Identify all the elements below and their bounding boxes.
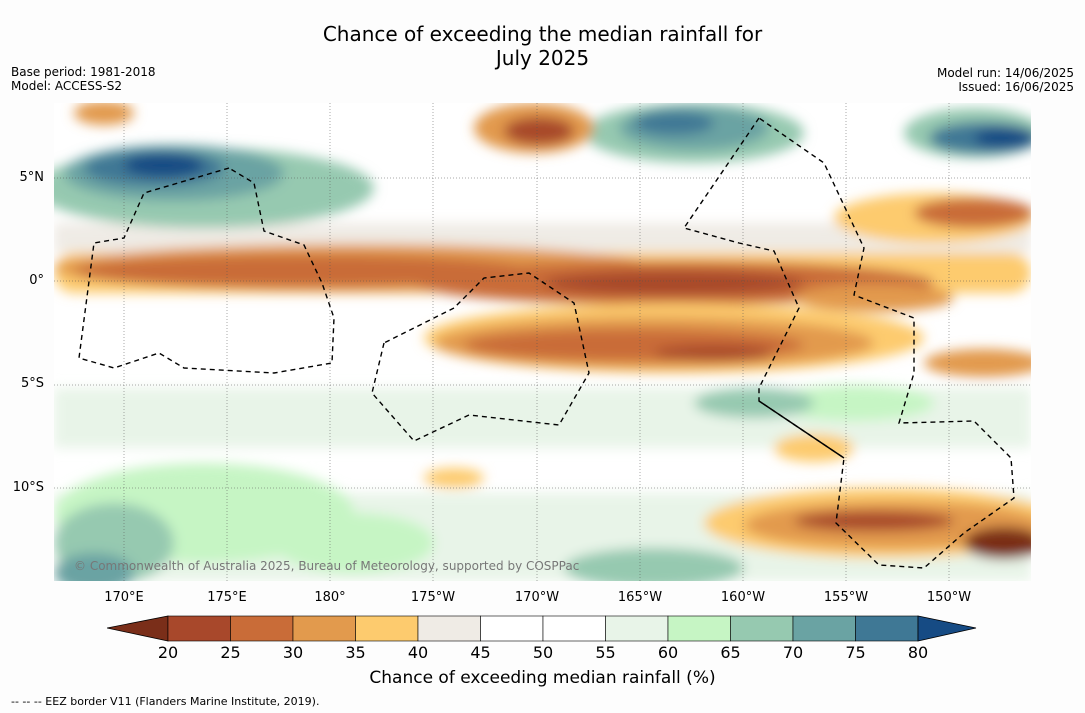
y-tick-label: 5°N	[19, 170, 45, 185]
rainfall-map	[54, 103, 1031, 581]
colorbar-tick-label: 75	[845, 643, 866, 662]
x-tick-label: 180°	[314, 590, 346, 605]
colorbar	[107, 615, 977, 642]
colorbar-segment	[730, 615, 794, 642]
issued-date: Issued: 16/06/2025	[958, 80, 1074, 94]
y-tick-label: 5°S	[20, 376, 44, 391]
meta-left: Base period: 1981-2018 Model: ACCESS-S2	[11, 65, 156, 93]
y-tick-label: 10°S	[12, 480, 44, 495]
x-tick-label: 170°W	[514, 590, 560, 605]
colorbar-segment	[167, 615, 231, 642]
boundary-line	[758, 400, 845, 459]
colorbar-tick-label: 80	[907, 643, 929, 662]
colorbar-tick-label: 35	[345, 643, 366, 662]
colorbar-tick-label: 40	[407, 643, 429, 662]
colorbar-tick-label: 30	[282, 643, 304, 662]
colorbar-segment	[355, 615, 419, 642]
colorbar-segment	[605, 615, 669, 642]
colorbar-tick-label: 55	[595, 643, 616, 662]
colorbar-tick-label: 70	[782, 643, 804, 662]
colorbar-tick-label: 65	[720, 643, 741, 662]
eez-borders	[78, 117, 1015, 569]
colorbar-tick-label: 50	[532, 643, 554, 662]
title-line-1: Chance of exceeding the median rainfall …	[322, 22, 763, 46]
graticule	[54, 103, 1031, 581]
x-tick-label: 175°E	[207, 590, 247, 605]
colorbar-segment	[230, 615, 294, 642]
colorbar-segment	[667, 615, 731, 642]
model-name: Model: ACCESS-S2	[11, 79, 123, 93]
copyright-notice: © Commonwealth of Australia 2025, Bureau…	[74, 559, 580, 573]
colorbar-tick-label: 45	[470, 643, 491, 662]
colorbar-segment	[417, 615, 481, 642]
x-tick-label: 150°W	[926, 590, 972, 605]
colorbar-segment	[292, 615, 356, 642]
eez-footnote: -- -- -- EEZ border V11 (Flanders Marine…	[11, 695, 320, 708]
map-canvas	[54, 103, 1031, 581]
x-tick-label: 155°W	[823, 590, 869, 605]
x-tick-label: 165°W	[617, 590, 663, 605]
colorbar-tick-label: 20	[157, 643, 179, 662]
colorbar-extend-low	[107, 615, 169, 642]
colorbar-tick-label: 25	[220, 643, 241, 662]
x-tick-label: 170°E	[104, 590, 144, 605]
title-line-2: July 2025	[495, 46, 590, 70]
colorbar-title: Chance of exceeding median rainfall (%)	[369, 668, 716, 688]
y-tick-label: 0°	[29, 273, 44, 288]
model-run: Model run: 14/06/2025	[936, 66, 1074, 80]
colorbar-segment	[855, 615, 919, 642]
colorbar-segment	[792, 615, 856, 642]
map-title: Chance of exceeding the median rainfall …	[0, 22, 1085, 70]
colorbar-tick-label: 60	[657, 643, 679, 662]
colorbar-segment	[542, 615, 606, 642]
base-period: Base period: 1981-2018	[11, 65, 156, 79]
x-tick-label: 160°W	[720, 590, 766, 605]
meta-right: Model run: 14/06/2025 Issued: 16/06/2025	[937, 66, 1074, 94]
x-tick-label: 175°W	[410, 590, 456, 605]
colorbar-segment	[480, 615, 544, 642]
colorbar-extend-high	[917, 615, 977, 642]
